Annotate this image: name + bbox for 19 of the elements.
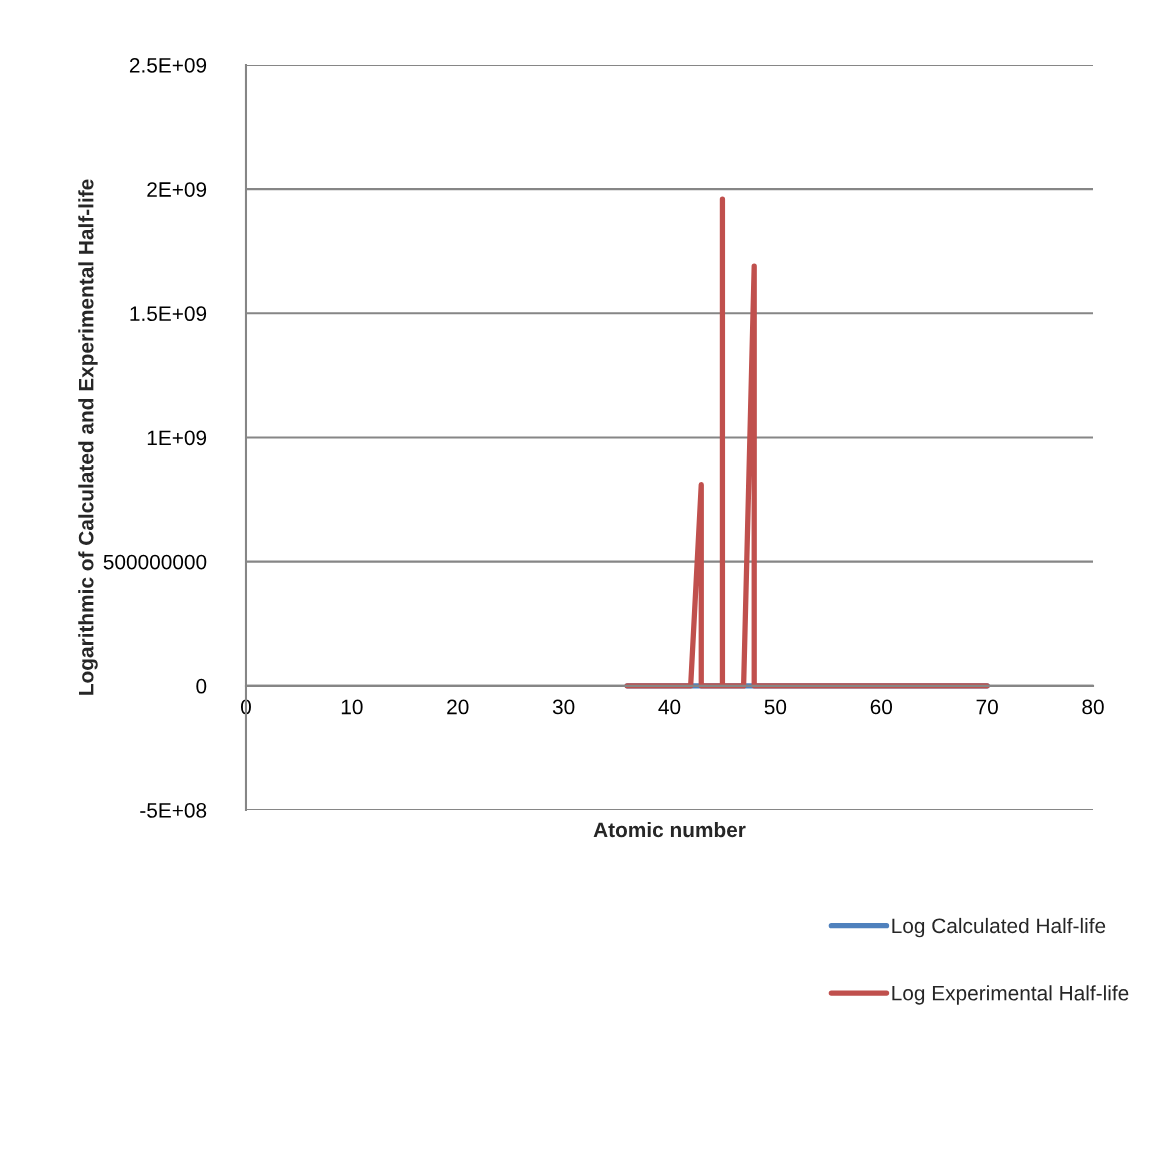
legend-label: Log Experimental Half-life	[892, 985, 1129, 1005]
x-tick-label: 80	[1082, 699, 1104, 715]
y-tick-label: 2E+09	[147, 182, 207, 197]
x-tick-label: 40	[658, 699, 681, 715]
x-axis-title: Atomic number	[593, 821, 746, 838]
x-tick-label: 30	[552, 699, 575, 715]
x-tick-label: 60	[870, 699, 893, 715]
x-tick-label: 50	[764, 699, 787, 715]
y-tick-label: 500000000	[103, 554, 207, 570]
y-tick-label: 1E+09	[147, 430, 207, 446]
x-tick-label: 70	[976, 699, 998, 715]
x-tick-label: 10	[341, 699, 363, 715]
legend-label: Log Calculated Half-life	[892, 917, 1106, 938]
y-tick-label: 0	[196, 678, 207, 694]
y-axis-title: Logarithmic of Calculated and Experimental Half-life	[78, 179, 98, 695]
y-tick-label: 1.5E+09	[130, 306, 207, 322]
y-tick-label: -5E+08	[140, 803, 207, 818]
y-tick-label: 2.5E+09	[129, 57, 207, 73]
x-tick-label: 20	[447, 699, 469, 715]
